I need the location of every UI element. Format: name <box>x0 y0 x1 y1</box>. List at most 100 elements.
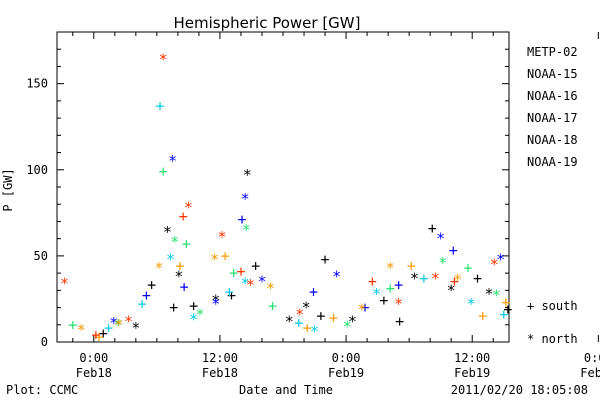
data-point-noaa-18: * <box>386 259 395 277</box>
data-point-noaa-18: + <box>221 247 230 265</box>
x-tick-label-time: 12:00 <box>202 351 238 365</box>
data-point-noaa-18: * <box>453 271 462 289</box>
data-point-noaa-15: + <box>394 276 403 294</box>
legend-item: NOAA-16 <box>527 89 578 103</box>
data-point-noaa-18: * <box>266 280 275 298</box>
legend-marker-north: * north <box>527 332 578 346</box>
data-point-noaa-16: * <box>310 323 319 341</box>
data-point-noaa-15: + <box>360 299 369 317</box>
data-point-noaa-19: + <box>179 207 188 225</box>
data-point-noaa-19: * <box>124 312 133 330</box>
data-point-noaa-15: + <box>142 287 151 305</box>
data-point-noaa-17: * <box>170 233 179 251</box>
data-point-noaa-15: * <box>496 250 505 268</box>
data-point-noaa-17: + <box>68 316 77 334</box>
x-tick-label-date: Feb20 <box>580 366 600 380</box>
data-point-noaa-15: * <box>211 295 220 313</box>
data-point-noaa-17: + <box>386 280 395 298</box>
data-point-noaa-18: + <box>407 257 416 275</box>
data-point-noaa-18: + <box>478 307 487 325</box>
data-point-noaa-17: + <box>159 163 168 181</box>
data-point-metp-02: * <box>131 319 140 337</box>
data-point-noaa-19: * <box>394 295 403 313</box>
data-point-noaa-17: + <box>268 297 277 315</box>
plot-frame <box>56 31 510 343</box>
legend-item: NOAA-15 <box>527 67 578 81</box>
chart-title: Hemispheric Power [GW] <box>174 14 361 32</box>
data-point-noaa-17: + <box>182 235 191 253</box>
data-point-noaa-16: + <box>225 283 234 301</box>
data-point-noaa-16: * <box>189 311 198 329</box>
x-tick-label-date: Feb19 <box>454 366 490 380</box>
y-tick-label: 0 <box>41 335 48 349</box>
data-point-noaa-18: * <box>154 259 163 277</box>
data-point-noaa-17: + <box>463 259 472 277</box>
data-point-metp-02: + <box>321 250 330 268</box>
data-point-noaa-18: + <box>303 319 312 337</box>
data-point-noaa-17: * <box>195 305 204 323</box>
x-tick-label-date: Feb18 <box>76 366 112 380</box>
data-point-metp-02: * <box>485 285 494 303</box>
data-point-noaa-16: * <box>467 295 476 313</box>
data-point-noaa-16: + <box>155 97 164 115</box>
data-point-noaa-16: + <box>419 269 428 287</box>
data-point-noaa-15: * <box>241 190 250 208</box>
data-point-metp-02: + <box>503 300 512 318</box>
data-point-metp-02: * <box>174 268 183 286</box>
x-tick-label-date: Feb18 <box>202 366 238 380</box>
y-axis-label: P [GW] <box>1 168 15 211</box>
data-point-noaa-18: * <box>77 321 86 339</box>
data-point-noaa-19: * <box>60 274 69 292</box>
data-point-noaa-15: + <box>309 283 318 301</box>
x-axis-label: Date and Time <box>239 383 333 397</box>
data-point-noaa-16: + <box>499 305 508 323</box>
data-point-noaa-18: + <box>501 293 510 311</box>
data-point-metp-02: * <box>348 312 357 330</box>
data-point-noaa-16: * <box>241 274 250 292</box>
x-tick-label-time: 0:00 <box>584 351 600 365</box>
data-point-metp-02: + <box>379 292 388 310</box>
data-point-metp-02: + <box>251 257 260 275</box>
data-point-noaa-15: * <box>436 230 445 248</box>
data-point-metp-02: * <box>243 166 252 184</box>
data-point-noaa-19: * <box>159 51 168 69</box>
data-point-noaa-17: * <box>438 254 447 272</box>
data-point-metp-02: * <box>447 281 456 299</box>
data-point-metp-02: + <box>189 297 198 315</box>
data-points: +*+*+ * +*+* ++*+*+*+*++ **+*+*+* *+*+ *+ * +*++… <box>60 51 513 346</box>
data-point-noaa-15: + <box>449 242 458 260</box>
y-tick-label: 100 <box>26 163 48 177</box>
x-tick-label-time: 12:00 <box>454 351 490 365</box>
data-point-metp-02: * <box>302 299 311 317</box>
data-point-metp-02: + <box>473 269 482 287</box>
data-point-noaa-15: * <box>257 273 266 291</box>
data-point-metp-02: + <box>227 287 236 305</box>
data-point-noaa-17: * <box>113 316 122 334</box>
data-point-noaa-16: * <box>166 250 175 268</box>
legend-item: NOAA-17 <box>527 111 578 125</box>
y-tick-label: 150 <box>26 77 48 91</box>
chart-legend: METP-02 NOAA-15 NOAA-16 NOAA-17 NOAA-18 NOAA-… <box>527 45 578 346</box>
data-point-noaa-17: * <box>242 221 251 239</box>
data-point-noaa-15: * <box>109 314 118 332</box>
data-point-noaa-19: + <box>450 273 459 291</box>
x-axis-ticks: 0:00Feb1812:00Feb180:00Feb1912:00Feb190:… <box>72 32 600 380</box>
x-tick-label-time: 0:00 <box>79 351 108 365</box>
data-point-noaa-19: * <box>431 269 440 287</box>
data-point-metp-02: + <box>169 299 178 317</box>
data-point-noaa-18: + <box>175 257 184 275</box>
data-point-noaa-18: + <box>329 309 338 327</box>
data-point-noaa-16: * <box>372 285 381 303</box>
data-point-noaa-16: + <box>294 314 303 332</box>
data-point-noaa-16: + <box>138 295 147 313</box>
data-point-noaa-15: * <box>168 152 177 170</box>
data-point-noaa-15: * <box>332 268 341 286</box>
data-point-metp-02: * <box>211 292 220 310</box>
data-point-noaa-19: * <box>246 276 255 294</box>
data-point-noaa-19: * <box>184 199 193 217</box>
legend-item: NOAA-19 <box>527 155 578 169</box>
data-point-noaa-15: + <box>237 211 246 229</box>
data-point-noaa-19: + <box>91 326 100 344</box>
data-point-metp-02: + <box>99 324 108 342</box>
